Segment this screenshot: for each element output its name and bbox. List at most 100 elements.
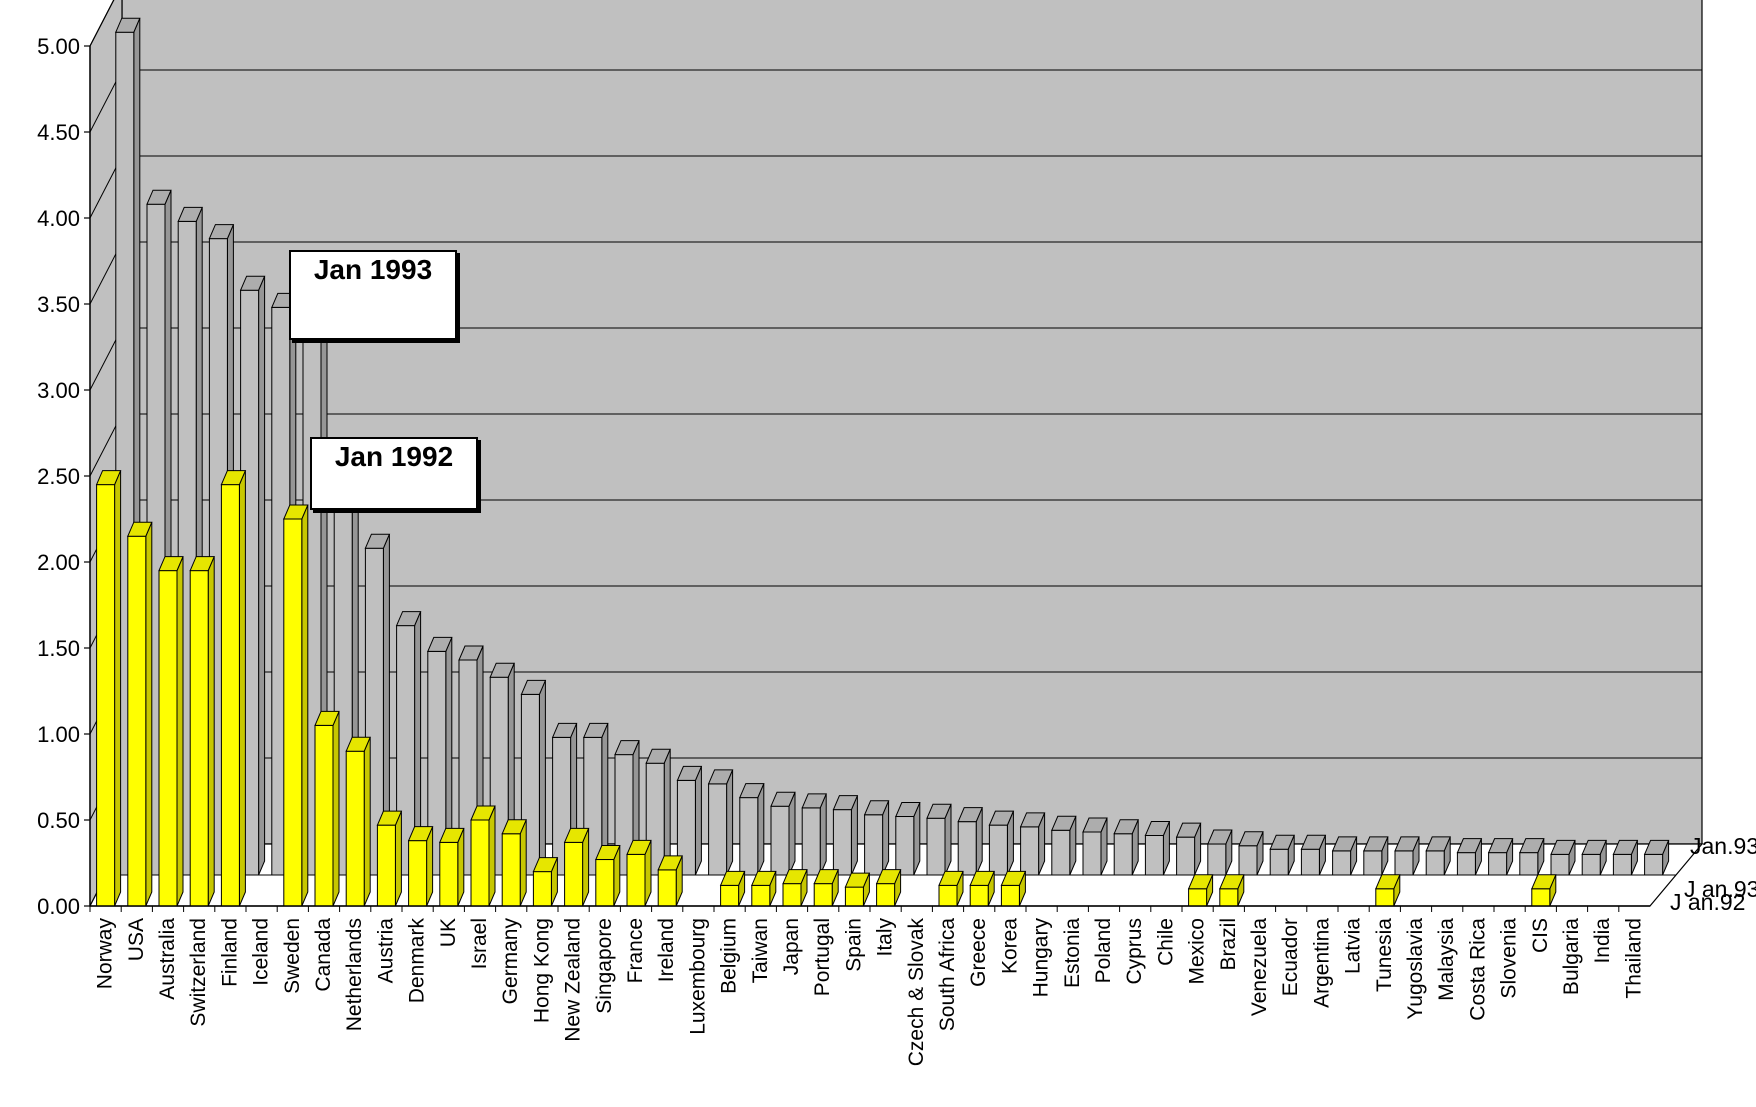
bar-jan92 <box>1531 874 1557 907</box>
bar-jan92 <box>1375 874 1401 907</box>
category-label: Norway <box>94 918 117 990</box>
bar-jan93 <box>1550 839 1576 876</box>
bar-jan92 <box>782 869 808 907</box>
y-tick-label: 0.50 <box>37 808 80 833</box>
category-label: Yugoslavia <box>1404 918 1427 1020</box>
category-label: CIS <box>1529 918 1552 953</box>
bar-jan92 <box>1187 874 1214 907</box>
bar-jan93 <box>739 783 765 876</box>
bar-jan92 <box>751 870 777 907</box>
category-label: Venezuela <box>1248 918 1271 1016</box>
category-label: Thailand <box>1622 918 1645 999</box>
category-label: Slovenia <box>1498 918 1521 999</box>
category-label: Luxembourg <box>686 918 709 1035</box>
bar-jan92 <box>345 736 371 907</box>
category-label: Czech & Slovak <box>905 918 928 1067</box>
bar-jan93 <box>988 810 1015 876</box>
bar-jan92 <box>470 805 496 907</box>
bar-jan93 <box>1207 829 1233 876</box>
back-wall <box>121 0 1703 845</box>
bar-jan93 <box>427 636 453 876</box>
category-label: New Zealand <box>562 918 585 1042</box>
category-label: Hungary <box>1030 918 1053 998</box>
bar-jan93 <box>1300 834 1327 876</box>
bar-jan92 <box>657 855 683 907</box>
category-label: Ecuador <box>1279 918 1302 996</box>
bar-jan92 <box>501 819 527 907</box>
category-label: France <box>624 918 647 983</box>
category-label: Ireland <box>655 918 678 982</box>
category-label: Iceland <box>250 918 273 986</box>
bar-jan92 <box>158 556 184 907</box>
bar-jan93 <box>1519 838 1545 876</box>
gridline-side <box>89 0 115 47</box>
bar-jan92 <box>595 845 621 907</box>
y-tick-label: 4.00 <box>37 206 80 231</box>
bar-jan93 <box>676 765 703 876</box>
bar-jan92 <box>376 810 403 907</box>
category-label: Belgium <box>718 918 741 994</box>
bar-jan93 <box>1238 831 1264 876</box>
bar-jan92 <box>189 556 215 907</box>
category-label: USA <box>125 918 148 961</box>
bar-jan93 <box>1643 839 1670 876</box>
y-tick-label: 3.00 <box>37 378 80 403</box>
category-label: Chile <box>1154 918 1177 966</box>
bar-jan92 <box>813 869 839 907</box>
x-axis: Norway USA Australia Switzerland Finland Icel… <box>89 905 1650 1067</box>
bar-jan93 <box>801 793 827 876</box>
category-label: Argentina <box>1310 918 1333 1008</box>
bar-jan93 <box>1612 839 1639 876</box>
category-label: Canada <box>312 918 335 992</box>
bar-jan93 <box>1581 839 1607 876</box>
y-tick-label: 1.00 <box>37 722 80 747</box>
category-label: Switzerland <box>187 918 210 1027</box>
bar-jan93 <box>1082 817 1108 876</box>
category-label: Mexico <box>1186 918 1209 985</box>
category-label: Brazil <box>1217 918 1240 971</box>
bar-jan93 <box>1363 836 1389 876</box>
category-label: Israel <box>468 918 491 969</box>
bar-jan93 <box>1113 819 1139 876</box>
bar-jan92 <box>626 839 652 907</box>
bar-jan93 <box>1175 822 1202 876</box>
bar-jan93 <box>926 803 952 876</box>
category-label: Denmark <box>406 918 429 1004</box>
bar-jan92 <box>719 870 746 907</box>
category-label: Bulgaria <box>1560 918 1583 995</box>
bar-jan93 <box>1425 836 1451 876</box>
bar-jan92 <box>439 827 465 907</box>
bar-jan93 <box>707 769 734 876</box>
y-tick-label: 4.50 <box>37 120 80 145</box>
bar-jan93 <box>957 807 983 876</box>
category-label: Latvia <box>1342 918 1365 974</box>
category-label: Germany <box>499 918 522 1005</box>
bar-jan93 <box>1144 820 1171 876</box>
category-label: Japan <box>780 918 803 975</box>
series-depth-labels: Jan.93 J an.93J an.92 <box>1670 833 1756 915</box>
category-label: Greece <box>967 918 990 987</box>
y-tick-label: 0.00 <box>37 894 80 919</box>
bar-jan93 <box>895 802 921 876</box>
bar-jan93 <box>1394 836 1420 876</box>
category-label: Hong Kong <box>530 918 553 1023</box>
series-depth-label: J an.93 <box>1684 876 1756 902</box>
bar-jan92 <box>1000 870 1027 907</box>
annotation-jan-1993: Jan 1993 <box>289 250 457 340</box>
bar-jan92 <box>127 521 153 907</box>
bar-jan93 <box>1019 812 1046 876</box>
bar-jan93 <box>1269 834 1295 876</box>
bar-jan93 <box>1331 836 1358 876</box>
bar-jan92 <box>220 470 247 907</box>
category-label: Australia <box>156 918 179 1000</box>
y-tick-label: 1.50 <box>37 636 80 661</box>
y-axis: 0.00 0.50 1.00 1.50 2.00 2.50 3.00 3.50 4.00 4.50… <box>37 34 91 919</box>
bar-jan92 <box>283 504 309 907</box>
bar-jan92 <box>563 827 590 907</box>
annotation-jan-1992: Jan 1992 <box>310 437 478 510</box>
bar-jan92 <box>969 870 995 907</box>
bar-jan92 <box>844 872 871 907</box>
bar-jan92 <box>95 470 122 907</box>
category-label: Finland <box>218 918 241 987</box>
